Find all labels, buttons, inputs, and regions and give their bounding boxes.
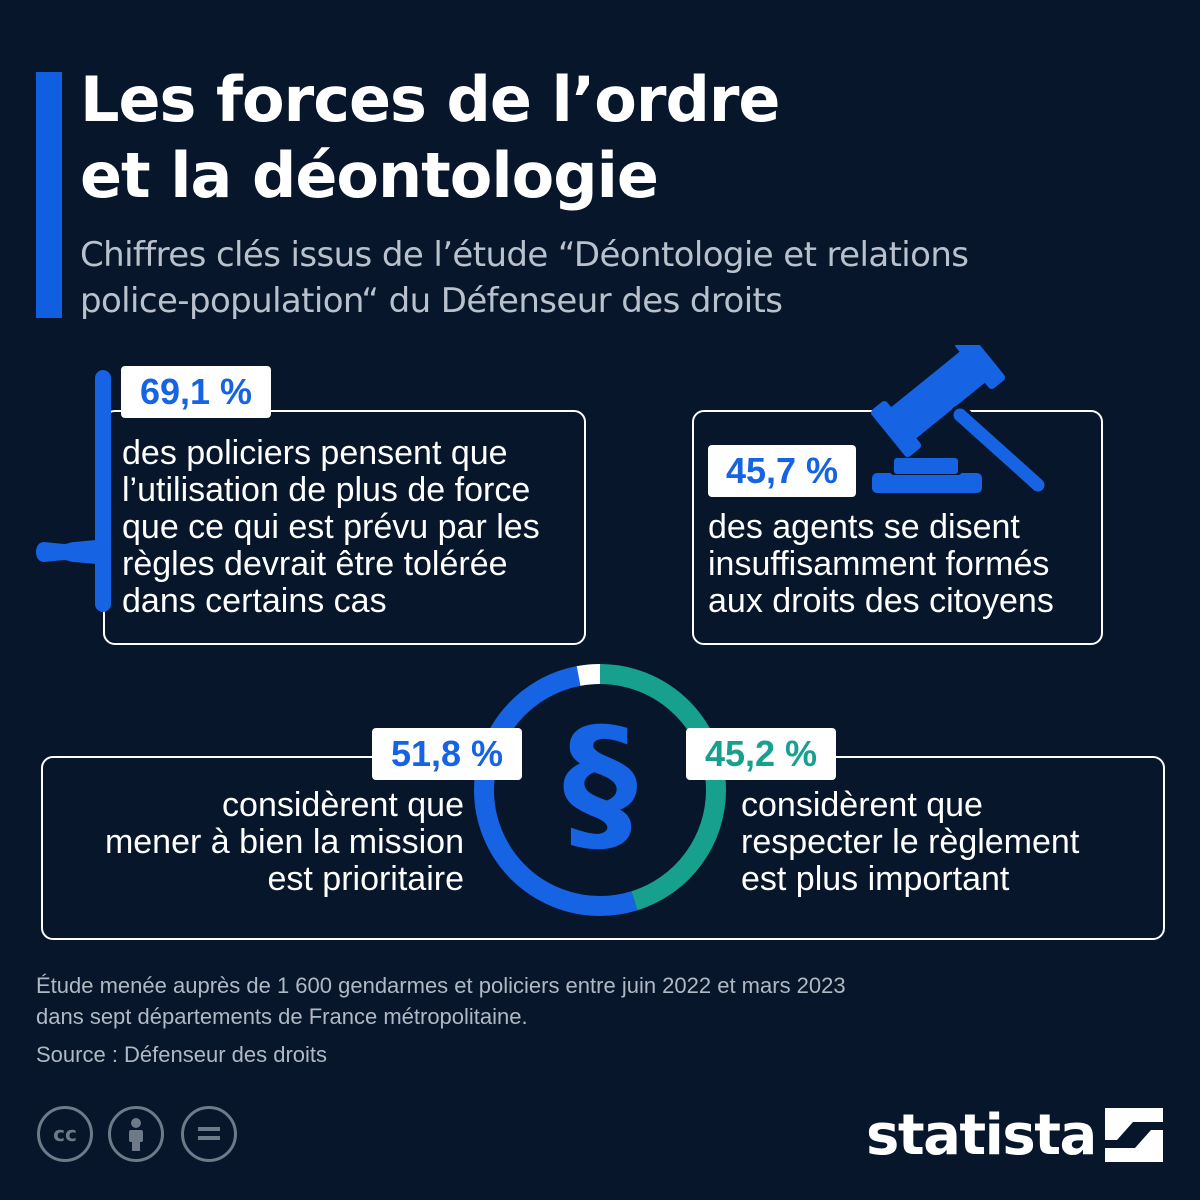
donut-segment-2: [474, 664, 726, 916]
donut-segment-3: [474, 664, 726, 916]
training-line-3: aux droits des citoyens: [708, 582, 1054, 620]
section-sign-icon: §: [563, 697, 638, 871]
page-subtitle: Chiffres clés issus de l’étude “Déontolo…: [80, 232, 1180, 324]
baton-icon: [36, 370, 111, 612]
subtitle-line-2: police-population“ du Défenseur des droi…: [80, 281, 783, 321]
mission-line-3: est prioritaire: [267, 860, 464, 898]
rules-stat-text: considèrent que respecter le règlement e…: [741, 787, 1151, 898]
training-stat-text: des agents se disent insuffisamment form…: [708, 509, 1098, 620]
force-line-4: règles devrait être tolérée: [122, 545, 508, 583]
force-line-2: l’utilisation de plus de force: [122, 471, 531, 509]
rules-line-1: considèrent que: [741, 786, 983, 824]
training-stat-value: 45,7 %: [708, 445, 856, 497]
creative-commons-icon: cc: [37, 1106, 93, 1162]
statista-logo-text: statista: [866, 1103, 1097, 1168]
mission-line-2: mener à bien la mission: [104, 823, 464, 861]
attribution-icon: [108, 1106, 164, 1162]
mission-line-1: considèrent que: [222, 786, 464, 824]
training-line-2: insuffisamment formés: [708, 545, 1050, 583]
rules-stat-value: 45,2 %: [686, 728, 836, 780]
force-stat-text: des policiers pensent que l’utilisation …: [122, 435, 577, 620]
mission-stat-value: 51,8 %: [372, 728, 522, 780]
force-line-5: dans certains cas: [122, 582, 387, 620]
no-derivatives-icon: [181, 1106, 237, 1162]
force-stat-value: 69,1 %: [121, 366, 271, 418]
study-note: Étude menée auprès de 1 600 gendarmes et…: [36, 970, 1156, 1032]
title-line-1: Les forces de l’ordre: [80, 63, 780, 136]
source-text: Source : Défenseur des droits: [36, 1042, 328, 1067]
page-title: Les forces de l’ordre et la déontologie: [80, 62, 1160, 214]
rules-line-2: respecter le règlement: [741, 823, 1080, 861]
title-accent-bar: [36, 72, 62, 318]
force-line-3: que ce qui est prévu par les: [122, 508, 540, 546]
subtitle-line-1: Chiffres clés issus de l’étude “Déontolo…: [80, 235, 969, 275]
title-line-2: et la déontologie: [80, 139, 659, 212]
mission-stat-text: considèrent que mener à bien la mission …: [60, 787, 464, 898]
statista-logo-icon: [1105, 1108, 1163, 1162]
note-line-2: dans sept départements de France métropo…: [36, 1004, 528, 1029]
priorities-donut: §: [474, 664, 726, 916]
training-line-1: des agents se disent: [708, 508, 1020, 546]
rules-line-3: est plus important: [741, 860, 1010, 898]
force-line-1: des policiers pensent que: [122, 434, 508, 472]
gavel-icon: [870, 345, 1048, 495]
note-line-1: Étude menée auprès de 1 600 gendarmes et…: [36, 973, 846, 998]
